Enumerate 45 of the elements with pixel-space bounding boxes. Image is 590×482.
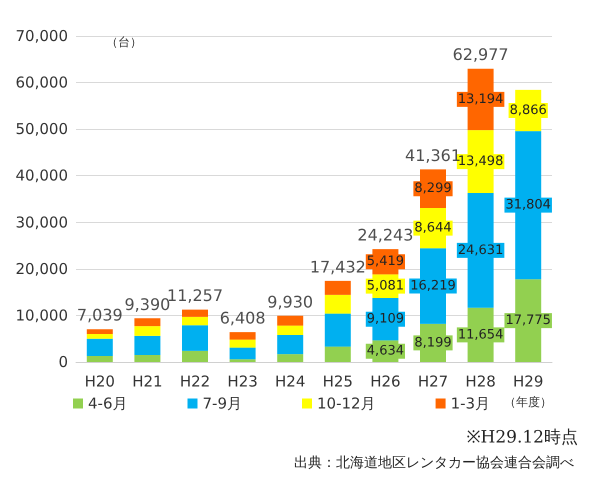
x-axis-title: （年度） (504, 395, 552, 409)
x-tick-label: H28 (465, 372, 496, 390)
y-tick-label: 30,000 (16, 213, 68, 232)
data-label: 9,109 (366, 312, 404, 327)
x-tick-label: H24 (275, 372, 306, 390)
y-tick-label: 10,000 (16, 306, 68, 324)
data-label: 11,654 (458, 327, 504, 342)
data-label: 8,644 (414, 220, 452, 236)
x-tick-label: H21 (132, 372, 163, 390)
data-label: 31,804 (505, 198, 551, 213)
total-label: 9,930 (267, 292, 314, 312)
data-label: 8,199 (414, 335, 452, 350)
x-tick-label: H23 (227, 372, 258, 390)
y-tick-label: 20,000 (16, 260, 68, 278)
legend-label: 1-3月 (450, 394, 490, 412)
total-label: 17,432 (310, 257, 366, 276)
x-tick-label: H29 (513, 372, 544, 390)
legend-label: 7-9月 (202, 394, 242, 412)
data-label: 13,194 (458, 92, 504, 107)
x-tick-label: H22 (180, 372, 210, 390)
total-label: 24,243 (357, 226, 414, 245)
x-tick-label: H25 (322, 372, 353, 390)
x-tick-label: H26 (370, 372, 401, 390)
data-label: 17,775 (505, 313, 551, 328)
legend-label: 4-6月 (88, 394, 128, 412)
total-label: 62,977 (452, 45, 509, 64)
data-label: 13,498 (458, 154, 504, 170)
legend-label: 10-12月 (317, 394, 376, 412)
y-tick-label: 70,000 (16, 27, 68, 45)
total-label: 6,408 (220, 308, 266, 328)
data-label: 16,219 (410, 278, 456, 294)
total-label: 9,390 (124, 294, 170, 314)
y-tick-label: 50,000 (16, 120, 68, 138)
y-tick-label: 40,000 (16, 166, 68, 185)
y-tick-label: 0 (58, 353, 68, 371)
x-tick-label: H20 (84, 372, 115, 390)
y-tick-label: 60,000 (16, 74, 68, 92)
source-note: 出典：北海道地区レンタカー協会連合会調べ (294, 455, 574, 471)
text: ※H29.12時点 (466, 428, 578, 448)
total-label: 7,039 (76, 306, 123, 325)
data-label: 8,866 (510, 102, 547, 118)
x-tick-label: H27 (418, 372, 448, 390)
data-label: 24,631 (458, 242, 504, 258)
data-label: 8,299 (414, 181, 452, 196)
y-axis-title: （台） (106, 35, 142, 49)
